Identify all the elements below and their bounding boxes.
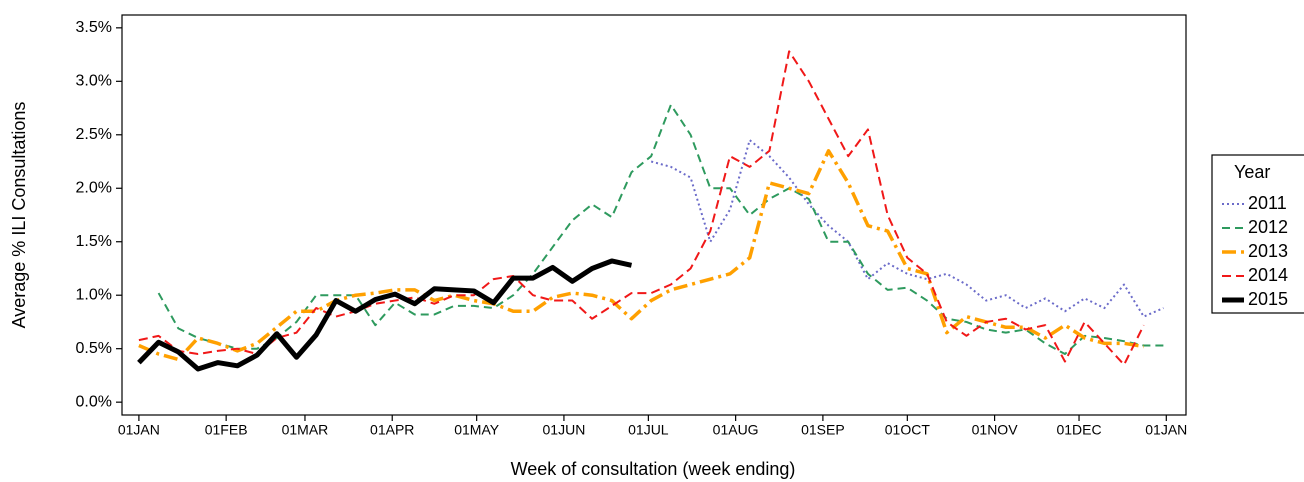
- x-tick-label: 01DEC: [1056, 422, 1101, 438]
- series-line: [157, 103, 1164, 356]
- legend-label: 2013: [1248, 241, 1288, 261]
- legend-label: 2012: [1248, 217, 1288, 237]
- x-tick-label: 01JAN: [1145, 422, 1187, 438]
- y-tick-label: 1.0%: [76, 286, 112, 303]
- legend-box: [1211, 154, 1304, 314]
- legend-label: 2014: [1248, 265, 1288, 285]
- x-tick-label: 01SEP: [801, 422, 845, 438]
- legend-title: Year: [1234, 162, 1270, 182]
- x-tick-label: 01JUL: [628, 422, 669, 438]
- x-tick-label: 01MAY: [454, 422, 500, 438]
- y-tick-label: 1.5%: [76, 233, 112, 250]
- x-tick-label: 01JAN: [118, 422, 160, 438]
- y-tick-label: 3.0%: [76, 73, 112, 90]
- series-line: [138, 50, 1145, 366]
- plot-frame: [121, 14, 1187, 416]
- y-tick-label: 0.0%: [76, 393, 112, 410]
- series-line: [138, 149, 1145, 362]
- x-tick-label: 01OCT: [885, 422, 931, 438]
- x-tick-label: 01FEB: [205, 422, 248, 438]
- x-tick-label: 01MAR: [282, 422, 329, 438]
- x-tick-label: 01AUG: [713, 422, 759, 438]
- x-tick-label: 01JUN: [543, 422, 586, 438]
- x-tick-label: 01APR: [370, 422, 414, 438]
- legend-label: 2015: [1248, 289, 1288, 309]
- series-line: [650, 139, 1164, 318]
- x-axis-label: Week of consultation (week ending): [511, 459, 796, 479]
- x-tick-label: 01NOV: [972, 422, 1019, 438]
- y-tick-label: 2.0%: [76, 179, 112, 196]
- legend-label: 2011: [1248, 193, 1287, 213]
- y-axis-label: Average % ILI Consultations: [9, 102, 29, 329]
- series-line: [137, 258, 633, 372]
- y-tick-label: 2.5%: [76, 126, 112, 143]
- y-tick-label: 0.5%: [76, 340, 112, 357]
- y-tick-label: 3.5%: [76, 19, 112, 36]
